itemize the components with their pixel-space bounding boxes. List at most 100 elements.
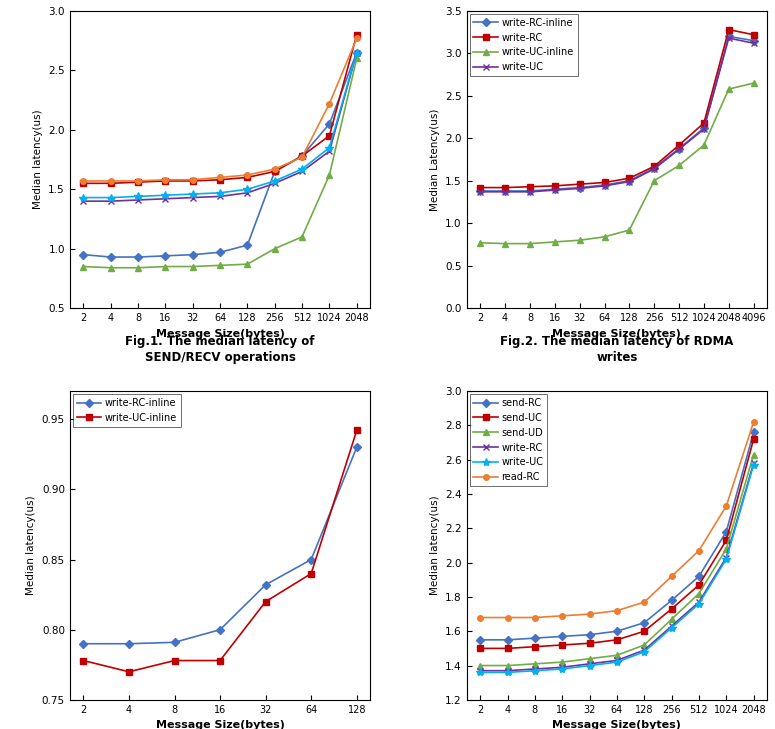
send-UC — [612, 636, 622, 644]
Text: SEND/RECV operations: SEND/RECV operations — [145, 351, 295, 364]
send-RC — [270, 165, 279, 174]
write-UC — [530, 666, 539, 675]
write-RC — [476, 183, 485, 192]
send-UD-inline — [106, 253, 115, 262]
send-UD-inline — [133, 253, 143, 262]
write-UC — [575, 184, 584, 192]
write-UC — [649, 165, 659, 174]
read-RC — [530, 613, 539, 622]
send-UC-inline — [188, 176, 198, 185]
send-UD-inline — [270, 167, 279, 176]
send-RC-inline — [106, 263, 115, 272]
read-RC — [639, 598, 649, 607]
write-RC — [600, 178, 609, 187]
send-RC — [722, 527, 731, 536]
write-UC — [722, 555, 731, 564]
send-UC-inline — [133, 178, 143, 187]
send-UD — [298, 167, 307, 176]
read-RC — [694, 546, 704, 555]
send-UC-inline — [106, 179, 115, 187]
read-RC — [667, 572, 677, 581]
send-UD — [558, 658, 567, 666]
read-RC — [612, 607, 622, 615]
write-RC — [749, 31, 758, 39]
Line: write-RC-inline: write-RC-inline — [81, 445, 360, 647]
write-UC — [694, 599, 704, 608]
send-RC — [106, 176, 115, 185]
send-UD-inline — [215, 248, 225, 257]
send-UC — [133, 192, 143, 200]
send-UC — [503, 644, 512, 652]
send-UD — [612, 651, 622, 660]
send-RC — [79, 176, 88, 185]
send-RC — [133, 176, 143, 185]
write-RC-inline — [476, 187, 485, 195]
send-UD — [352, 48, 361, 57]
send-UD — [639, 641, 649, 650]
write-RC-inline — [501, 187, 510, 195]
write-UC — [585, 661, 594, 670]
write-UC — [699, 125, 708, 133]
send-UC — [79, 193, 88, 202]
Line: send-RC: send-RC — [477, 429, 756, 642]
send-UD — [722, 545, 731, 553]
Line: write-RC-inline: write-RC-inline — [477, 34, 756, 194]
Line: write-UC-inline: write-UC-inline — [477, 80, 756, 246]
send-RC — [585, 631, 594, 639]
send-UC-inline — [270, 167, 279, 176]
Line: send-RC: send-RC — [81, 36, 360, 184]
read-RC — [558, 612, 567, 620]
Line: write-UC: write-UC — [477, 35, 756, 195]
write-RC — [575, 180, 584, 189]
write-RC — [476, 666, 485, 675]
send-UC — [639, 627, 649, 636]
write-UC — [501, 187, 510, 196]
Line: send-UC: send-UC — [477, 437, 756, 651]
send-RC — [352, 34, 361, 43]
write-RC — [585, 660, 594, 668]
send-UD — [160, 195, 170, 203]
write-UC-inline — [261, 597, 270, 606]
X-axis label: Message Size(bytes): Message Size(bytes) — [156, 329, 284, 338]
write-UC — [550, 186, 560, 195]
write-UC-inline — [674, 161, 684, 170]
write-UC-inline — [575, 236, 584, 245]
send-UD — [215, 192, 225, 200]
send-UC — [530, 642, 539, 651]
send-UD — [79, 197, 88, 206]
send-RC — [476, 636, 485, 644]
send-RC-inline — [243, 260, 252, 268]
write-RC — [558, 663, 567, 671]
write-RC-inline — [352, 443, 361, 452]
read-RC — [722, 502, 731, 510]
write-RC — [525, 182, 535, 191]
send-RC — [667, 596, 677, 605]
send-UC-inline — [352, 31, 361, 39]
send-RC-inline — [188, 262, 198, 271]
X-axis label: Message Size(bytes): Message Size(bytes) — [553, 720, 681, 729]
send-UC — [270, 176, 279, 185]
Text: writes: writes — [596, 351, 638, 364]
send-UD-inline — [325, 120, 334, 128]
Text: Fig.1. The median latency of: Fig.1. The median latency of — [126, 335, 315, 348]
write-RC-inline — [170, 638, 179, 647]
send-RC — [503, 636, 512, 644]
send-RC-inline — [160, 262, 170, 271]
Legend: send-UD-inline, send-UC-inline, send-RC-inline, send-UD, send-UC, send-RC: send-UD-inline, send-UC-inline, send-RC-… — [134, 403, 306, 446]
Line: write-RC: write-RC — [477, 461, 756, 674]
write-RC — [503, 666, 512, 675]
send-RC — [298, 153, 307, 162]
read-RC — [749, 418, 758, 426]
write-UC — [525, 187, 535, 196]
read-RC — [476, 613, 485, 622]
send-UC — [352, 48, 361, 57]
write-RC — [749, 459, 758, 467]
send-UD-inline — [298, 152, 307, 160]
write-RC-inline — [307, 555, 316, 564]
write-UC-inline — [649, 176, 659, 185]
send-UC — [722, 536, 731, 545]
send-RC-inline — [325, 171, 334, 179]
send-RC — [639, 618, 649, 627]
write-UC-inline — [501, 239, 510, 248]
send-RC — [160, 176, 170, 184]
